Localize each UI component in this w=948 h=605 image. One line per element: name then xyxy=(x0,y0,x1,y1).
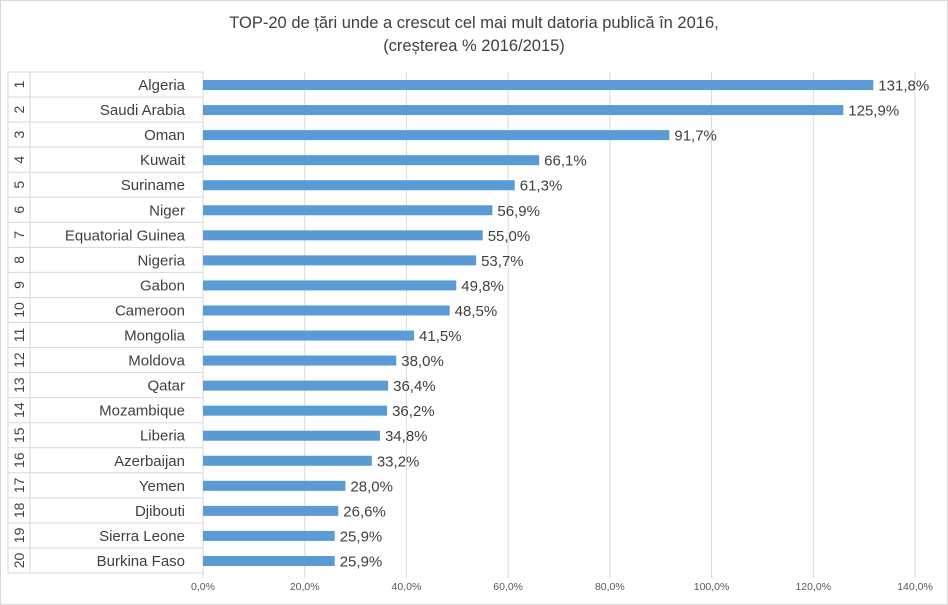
data-label: 56,9% xyxy=(497,203,540,220)
data-label: 25,9% xyxy=(340,528,383,545)
category-label: Qatar xyxy=(147,378,185,395)
data-label: 34,8% xyxy=(385,428,428,445)
x-tick-label: 40,0% xyxy=(392,581,422,593)
bar xyxy=(203,430,380,441)
bar xyxy=(203,380,389,391)
rank-label: 9 xyxy=(11,281,27,289)
data-label: 28,0% xyxy=(350,478,393,495)
rank-label: 18 xyxy=(11,502,27,518)
category-label: Oman xyxy=(144,127,185,144)
category-label: Burkina Faso xyxy=(97,553,185,570)
data-label: 125,9% xyxy=(848,103,899,120)
rank-label: 5 xyxy=(11,181,27,189)
rank-label: 14 xyxy=(11,402,27,418)
category-label: Niger xyxy=(149,202,185,219)
data-label: 36,4% xyxy=(393,378,436,395)
rank-label: 15 xyxy=(11,427,27,443)
category-label: Djibouti xyxy=(135,503,185,520)
rank-label: 8 xyxy=(11,256,27,264)
x-axis-ticks: 0,0% 20,0% 40,0% 60,0% 80,0% 100,0% 120,0% 140,… xyxy=(191,581,933,593)
bar xyxy=(203,105,844,116)
data-label: 91,7% xyxy=(674,128,717,145)
bar xyxy=(203,130,670,141)
data-label: 55,0% xyxy=(488,228,531,245)
rank-label: 6 xyxy=(11,206,27,214)
category-label: Cameroon xyxy=(115,302,185,319)
data-label: 66,1% xyxy=(544,153,587,170)
gridlines xyxy=(202,72,916,578)
category-label: Yemen xyxy=(139,478,185,495)
data-label: 53,7% xyxy=(481,253,524,270)
data-label: 41,5% xyxy=(419,328,462,345)
category-label: Suriname xyxy=(121,177,185,194)
category-label: Sierra Leone xyxy=(99,528,185,545)
x-tick-label: 120,0% xyxy=(795,581,831,593)
bar xyxy=(203,80,874,91)
rank-label: 17 xyxy=(11,477,27,493)
rank-label: 12 xyxy=(11,352,27,368)
bar xyxy=(203,255,477,266)
category-label: Gabon xyxy=(140,277,185,294)
data-label: 36,2% xyxy=(392,403,435,420)
bar xyxy=(203,155,540,166)
rank-label: 4 xyxy=(11,156,27,164)
bar xyxy=(203,405,388,416)
bar xyxy=(203,305,450,316)
category-label: Algeria xyxy=(138,77,185,94)
x-tick-label: 20,0% xyxy=(290,581,320,593)
category-axis: 1 Algeria 2 Saudi Arabia 3 Oman 4 Kuwait 5 Surina… xyxy=(7,71,203,574)
category-label: Nigeria xyxy=(137,252,185,269)
bar xyxy=(203,480,346,491)
rank-label: 16 xyxy=(11,452,27,468)
x-tick-label: 80,0% xyxy=(595,581,625,593)
data-label: 25,9% xyxy=(340,553,383,570)
bar xyxy=(203,180,515,191)
x-tick-label: 140,0% xyxy=(897,581,933,593)
x-tick-label: 0,0% xyxy=(191,581,215,593)
rank-label: 1 xyxy=(11,80,27,88)
chart-title: TOP-20 de țări unde a crescut cel mai mu… xyxy=(229,14,719,32)
bar xyxy=(203,280,457,291)
category-label: Mongolia xyxy=(124,328,186,345)
data-label: 26,6% xyxy=(343,503,386,520)
data-label: 33,2% xyxy=(377,453,420,470)
category-label: Azerbaijan xyxy=(114,453,185,470)
rank-label: 10 xyxy=(11,302,27,318)
chart-subtitle: (creșterea % 2016/2015) xyxy=(383,37,565,55)
x-tick-label: 100,0% xyxy=(694,581,730,593)
category-label: Moldova xyxy=(128,353,185,370)
x-tick-label: 60,0% xyxy=(493,581,523,593)
bar xyxy=(203,505,339,516)
rank-label: 3 xyxy=(11,131,27,139)
bar xyxy=(203,330,415,341)
bar xyxy=(203,530,335,541)
bar xyxy=(203,355,397,366)
rank-label: 11 xyxy=(11,328,27,343)
bar xyxy=(203,230,483,241)
category-label: Kuwait xyxy=(140,152,186,169)
bars xyxy=(203,80,874,566)
category-label: Saudi Arabia xyxy=(100,102,186,119)
category-label: Liberia xyxy=(140,428,186,445)
category-label: Equatorial Guinea xyxy=(65,227,186,244)
rank-label: 13 xyxy=(11,377,27,393)
data-label: 38,0% xyxy=(401,353,444,370)
data-label: 131,8% xyxy=(878,78,929,95)
bar xyxy=(203,555,335,566)
rank-label: 19 xyxy=(11,527,27,543)
rank-label: 20 xyxy=(11,552,27,568)
rank-label: 2 xyxy=(11,105,27,113)
data-labels: 131,8% 125,9% 91,7% 66,1% 61,3% 56,9% 55,0% 53,… xyxy=(340,78,929,571)
data-label: 48,5% xyxy=(455,303,498,320)
bar xyxy=(203,205,493,216)
bar xyxy=(203,455,372,466)
category-label: Mozambique xyxy=(99,403,185,420)
data-label: 61,3% xyxy=(520,178,563,195)
rank-label: 7 xyxy=(11,231,27,239)
data-label: 49,8% xyxy=(461,278,504,295)
